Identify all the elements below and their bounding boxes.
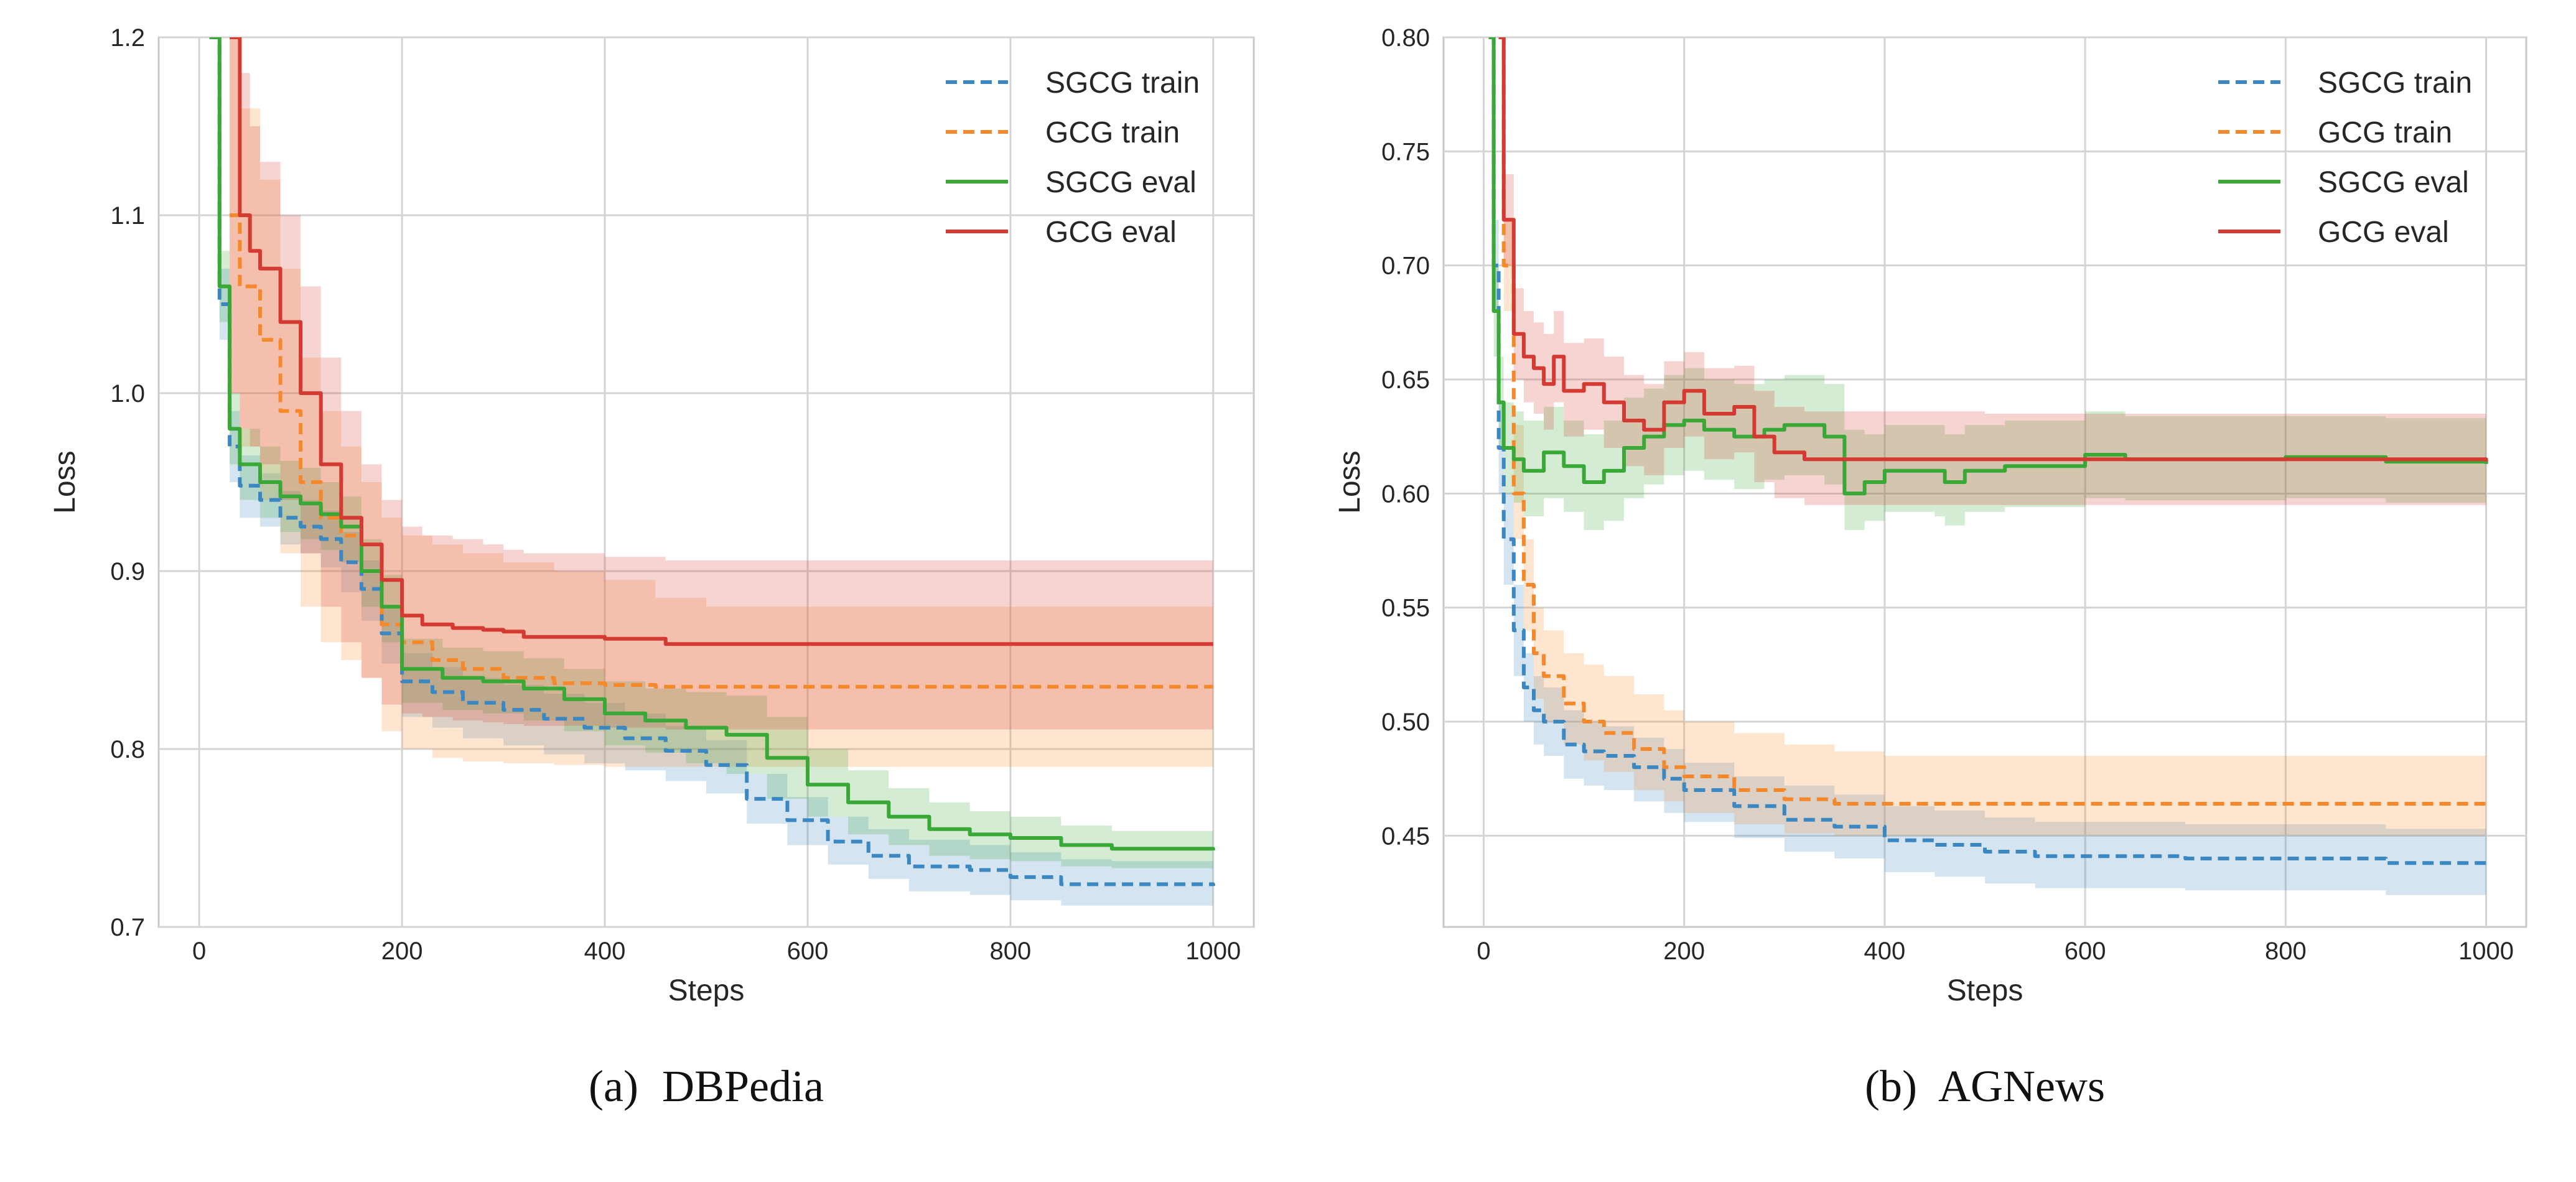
series-line	[230, 213, 1213, 689]
panel-caption: (b) AGNews	[1865, 1061, 2105, 1111]
x-tick-label: 1000	[2458, 938, 2514, 965]
legend: SGCG train GCG train SGCG eval GCG eval	[946, 67, 1200, 249]
x-tick-label: 800	[990, 938, 1032, 965]
caption-tag: (a)	[589, 1061, 638, 1111]
line-layer	[209, 37, 1215, 886]
confidence-band	[1498, 37, 2486, 508]
series-line	[209, 37, 1215, 851]
confidence-band	[1498, 37, 2486, 836]
legend-label: GCG train	[2318, 116, 2452, 149]
confidence-band	[230, 37, 1213, 730]
x-tick-label: 0	[192, 938, 206, 965]
y-tick-label: 0.45	[1381, 822, 1430, 850]
caption-text: AGNews	[1938, 1061, 2105, 1111]
caption-tag: (b)	[1865, 1061, 1917, 1111]
y-tick-label: 0.55	[1381, 595, 1430, 622]
y-tick-label: 0.80	[1381, 24, 1430, 52]
y-tick-label: 0.8	[110, 736, 145, 763]
tick-layer: 0 200 400 600 800 1000 0.7 0.8 0.9 1.0 1.1 1.2	[110, 24, 1241, 965]
x-axis-label: Steps	[1947, 974, 2023, 1007]
series-line	[1498, 37, 2486, 806]
line-layer	[1488, 37, 2488, 865]
x-tick-label: 200	[1663, 938, 1705, 965]
grid-layer	[1444, 36, 2526, 927]
series-line	[230, 37, 1213, 646]
band-layer	[209, 37, 1213, 908]
y-tick-label: 0.60	[1381, 480, 1430, 508]
legend-label: SGCG eval	[2318, 166, 2469, 199]
x-tick-label: 1000	[1185, 938, 1241, 965]
panel-caption: (a) DBPedia	[589, 1061, 824, 1111]
chart-panel-agnews: 0 200 400 600 800 1000 0.45 0.50 0.55 0.60 0.65 0.7…	[1333, 24, 2527, 1111]
legend: SGCG train GCG train SGCG eval GCG eval	[2218, 67, 2472, 249]
y-tick-label: 1.0	[110, 380, 145, 407]
series-line	[1488, 37, 2488, 496]
y-tick-label: 1.1	[110, 202, 145, 230]
caption-text: DBPedia	[662, 1061, 824, 1111]
legend-label: SGCG train	[2318, 67, 2472, 100]
y-tick-label: 0.75	[1381, 138, 1430, 165]
x-tick-label: 600	[2065, 938, 2106, 965]
y-tick-label: 0.65	[1381, 366, 1430, 394]
y-axis-label: Loss	[49, 450, 82, 513]
legend-label: GCG train	[1045, 116, 1180, 149]
x-axis-label: Steps	[668, 974, 745, 1007]
x-tick-label: 600	[787, 938, 829, 965]
legend-label: GCG eval	[1045, 216, 1177, 249]
series-line	[1498, 37, 2488, 462]
x-tick-label: 0	[1477, 938, 1490, 965]
y-tick-label: 0.50	[1381, 709, 1430, 736]
legend-label: SGCG train	[1045, 67, 1200, 100]
y-tick-label: 0.70	[1381, 253, 1430, 280]
confidence-band	[230, 37, 1213, 767]
series-line	[1488, 37, 2488, 865]
chart-panel-dbpedia: 0 200 400 600 800 1000 0.7 0.8 0.9 1.0 1.1 1.2 Step…	[49, 24, 1255, 1111]
legend-label: SGCG eval	[1045, 166, 1197, 199]
x-tick-label: 400	[1864, 938, 1906, 965]
y-axis-label: Loss	[1333, 450, 1366, 513]
series-line	[209, 37, 1215, 886]
y-tick-label: 1.2	[110, 24, 145, 52]
x-tick-label: 400	[584, 938, 626, 965]
confidence-band	[209, 37, 1213, 908]
x-tick-label: 200	[381, 938, 423, 965]
tick-layer: 0 200 400 600 800 1000 0.45 0.50 0.55 0.60 0.65 0.7…	[1381, 24, 2514, 965]
y-tick-label: 0.9	[110, 558, 145, 585]
legend-label: GCG eval	[2318, 216, 2449, 249]
x-tick-label: 800	[2265, 938, 2307, 965]
confidence-band	[209, 37, 1213, 868]
y-tick-label: 0.7	[110, 914, 145, 941]
